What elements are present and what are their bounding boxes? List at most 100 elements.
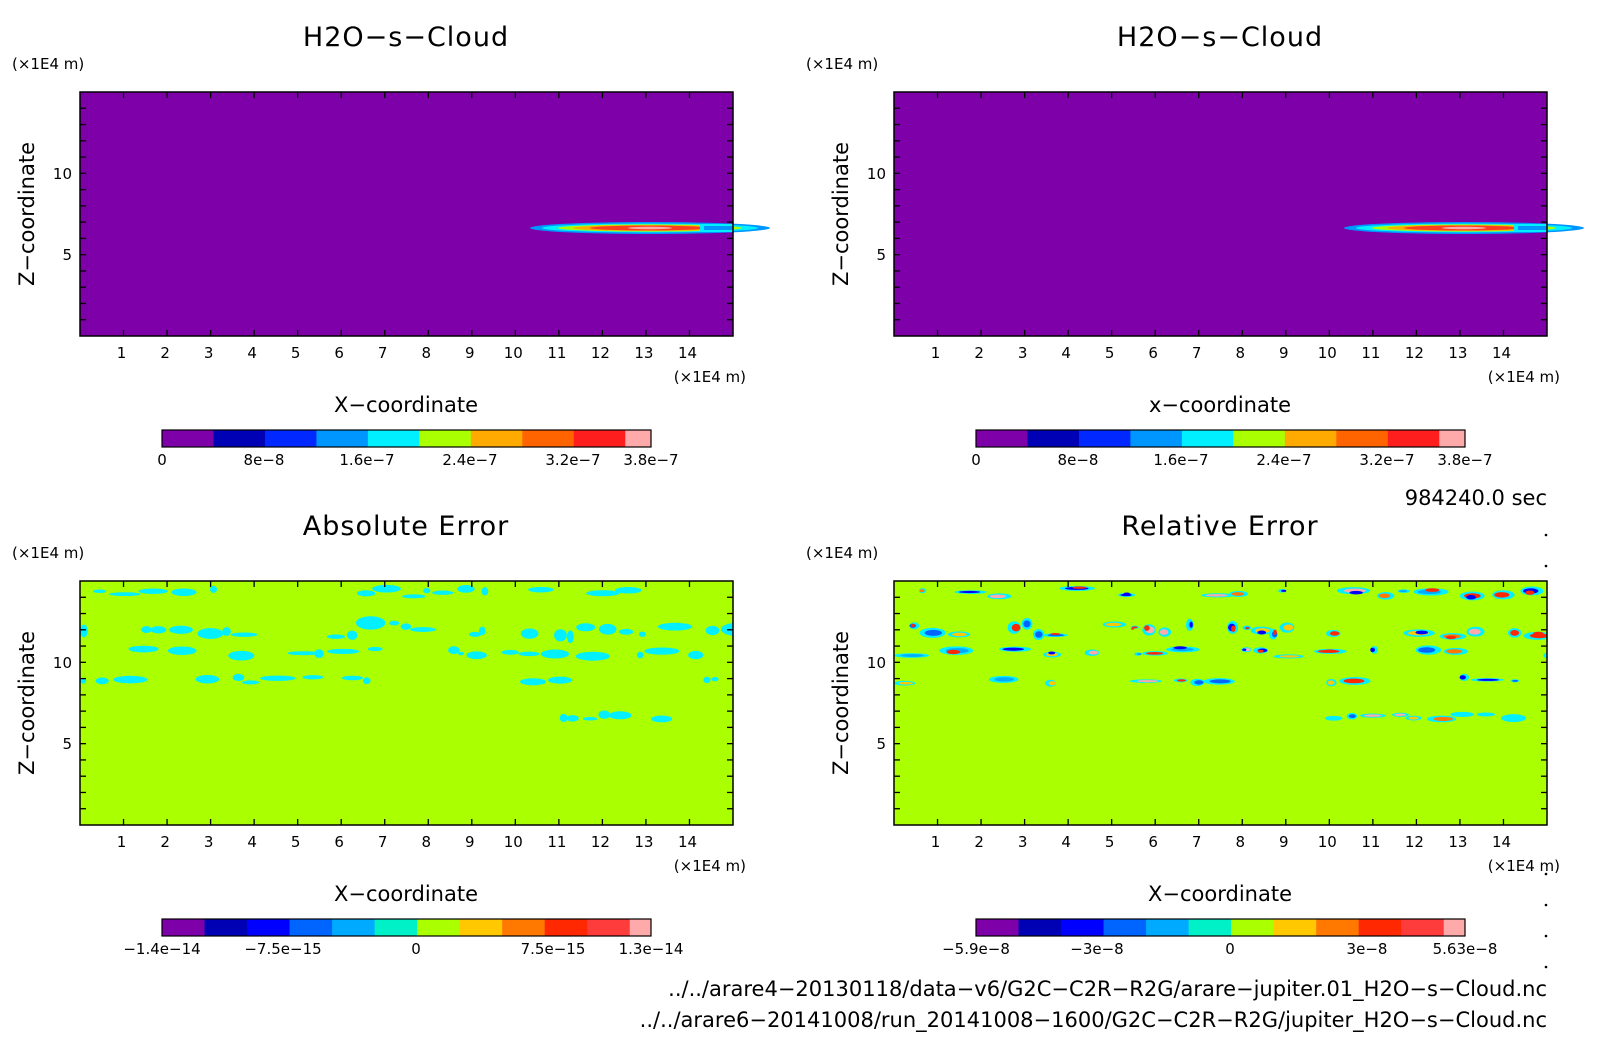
colorbar-segment (1401, 919, 1445, 936)
noise-blob (1476, 712, 1496, 717)
noise-blob (559, 713, 568, 723)
colorbar-tick-label: 7.5e−15 (521, 940, 586, 958)
colorbar-labels: 0 8e−8 1.6e−7 2.4e−7 3.2e−7 3.8e−7 (971, 451, 1492, 469)
colorbar-segment (1146, 919, 1190, 936)
x-unit-label: (×1E4 m) (1488, 368, 1560, 386)
y-tick-label: 10 (867, 654, 886, 672)
panel-top-right: H2O−s−Cloud (×1E4 m) 1 2 3 4 5 6 7 8 9 1… (806, 22, 1584, 969)
colorbar-tick-label: 0 (157, 451, 167, 469)
colorbar-segment (213, 430, 266, 447)
noise-blob (1445, 635, 1457, 640)
noise-blob (1394, 713, 1406, 717)
noise-blob (1257, 649, 1264, 653)
y-tick-marks (894, 107, 1547, 321)
y-axis-label: Z−coordinate (829, 142, 853, 286)
x-tick-label: 13 (634, 833, 653, 851)
x-tick-label: 7 (378, 344, 388, 362)
colorbar-segment (1316, 919, 1360, 936)
colorbar (161, 918, 652, 937)
noise-blob (946, 649, 961, 655)
noise-blob (540, 649, 570, 659)
x-tick-label: 10 (1318, 344, 1337, 362)
colorbar-segment (289, 919, 333, 936)
colorbar-segment (459, 919, 503, 936)
noise-blob (341, 675, 364, 681)
noise-blob (1123, 592, 1131, 595)
noise-blob (169, 625, 194, 634)
noise-blob (528, 586, 554, 593)
noise-blob (711, 677, 719, 682)
noise-blob (1159, 629, 1169, 635)
noise-blob (1549, 653, 1566, 658)
noise-blob (1329, 631, 1340, 636)
y-axis-label: Z−coordinate (15, 142, 39, 286)
x-axis-label: X−coordinate (334, 882, 478, 906)
cloud-layer (1344, 222, 1584, 234)
colorbar-tick-label: 3.2e−7 (1359, 451, 1414, 469)
noise-blob (448, 646, 460, 654)
z-unit-label: (×1E4 m) (12, 55, 84, 73)
noise-blob (1273, 629, 1277, 635)
colorbar-labels: −5.9e−8 −3e−8 0 3e−8 5.63e−8 (942, 940, 1497, 958)
y-tick-label: 5 (876, 735, 886, 753)
noise-blob (636, 651, 644, 659)
z-unit-label: (×1E4 m) (12, 544, 84, 562)
plot-frame (79, 580, 734, 826)
noise-blob (150, 626, 167, 634)
noise-blob (575, 651, 610, 661)
noise-blob (705, 625, 720, 636)
x-tick-label: 11 (547, 344, 566, 362)
noise-blob (423, 588, 431, 594)
noise-blob (432, 590, 454, 595)
x-tick-label: 3 (204, 833, 214, 851)
colorbar-segment (1130, 430, 1183, 447)
noise-blob (222, 627, 231, 636)
x-tick-label: 8 (1236, 833, 1246, 851)
x-tick-label: 6 (334, 344, 344, 362)
noise-blob (1047, 634, 1065, 637)
noise-blob (1105, 622, 1122, 627)
noise-blob (520, 678, 547, 686)
colorbar-segment (1061, 919, 1105, 936)
x-tick-label: 7 (1192, 344, 1202, 362)
plot-area (80, 92, 733, 336)
noise-blob (1466, 595, 1477, 600)
file-path-1: ../../arare4−20130118/data−v6/G2C−C2R−R2… (668, 977, 1547, 1002)
colorbar-segment (1273, 919, 1317, 936)
colorbar (975, 918, 1466, 937)
x-tick-label: 9 (465, 833, 475, 851)
x-tick-label: 1 (931, 344, 941, 362)
colorbar-tick-label: 8e−8 (1058, 451, 1099, 469)
x-tick-label: 3 (1018, 833, 1028, 851)
x-tick-label: 13 (634, 344, 653, 362)
noise-blob (314, 649, 324, 659)
colorbar-segment (162, 919, 206, 936)
noise-blob (1450, 711, 1475, 718)
noise-blob (1146, 651, 1164, 655)
noise-blob (80, 677, 87, 684)
noise-blob (1425, 588, 1440, 592)
x-tick-label: 7 (378, 833, 388, 851)
panel-title: H2O−s−Cloud (303, 22, 509, 53)
noise-blob (80, 624, 88, 638)
noise-blob (910, 623, 915, 628)
x-tick-label: 2 (160, 833, 170, 851)
x-tick-label: 2 (974, 833, 984, 851)
y-tick-label: 10 (867, 165, 886, 183)
noise-blob (1072, 586, 1087, 589)
colorbar-segment (1358, 919, 1402, 936)
x-tick-label: 2 (160, 344, 170, 362)
x-tick-label: 3 (204, 344, 214, 362)
noise-blob (1525, 590, 1535, 595)
x-tick-label: 9 (1279, 344, 1289, 362)
noise-blob (1231, 625, 1236, 632)
noise-blob (481, 587, 489, 596)
noise-blob (567, 630, 574, 644)
noise-blob (1415, 630, 1429, 635)
x-tick-label: 12 (1405, 833, 1424, 851)
noise-blob (230, 632, 258, 637)
noise-blob (644, 647, 680, 655)
x-tick-label: 2 (974, 344, 984, 362)
colorbar-segment (522, 430, 575, 447)
colorbar-tick-label: −5.9e−8 (942, 940, 1010, 958)
